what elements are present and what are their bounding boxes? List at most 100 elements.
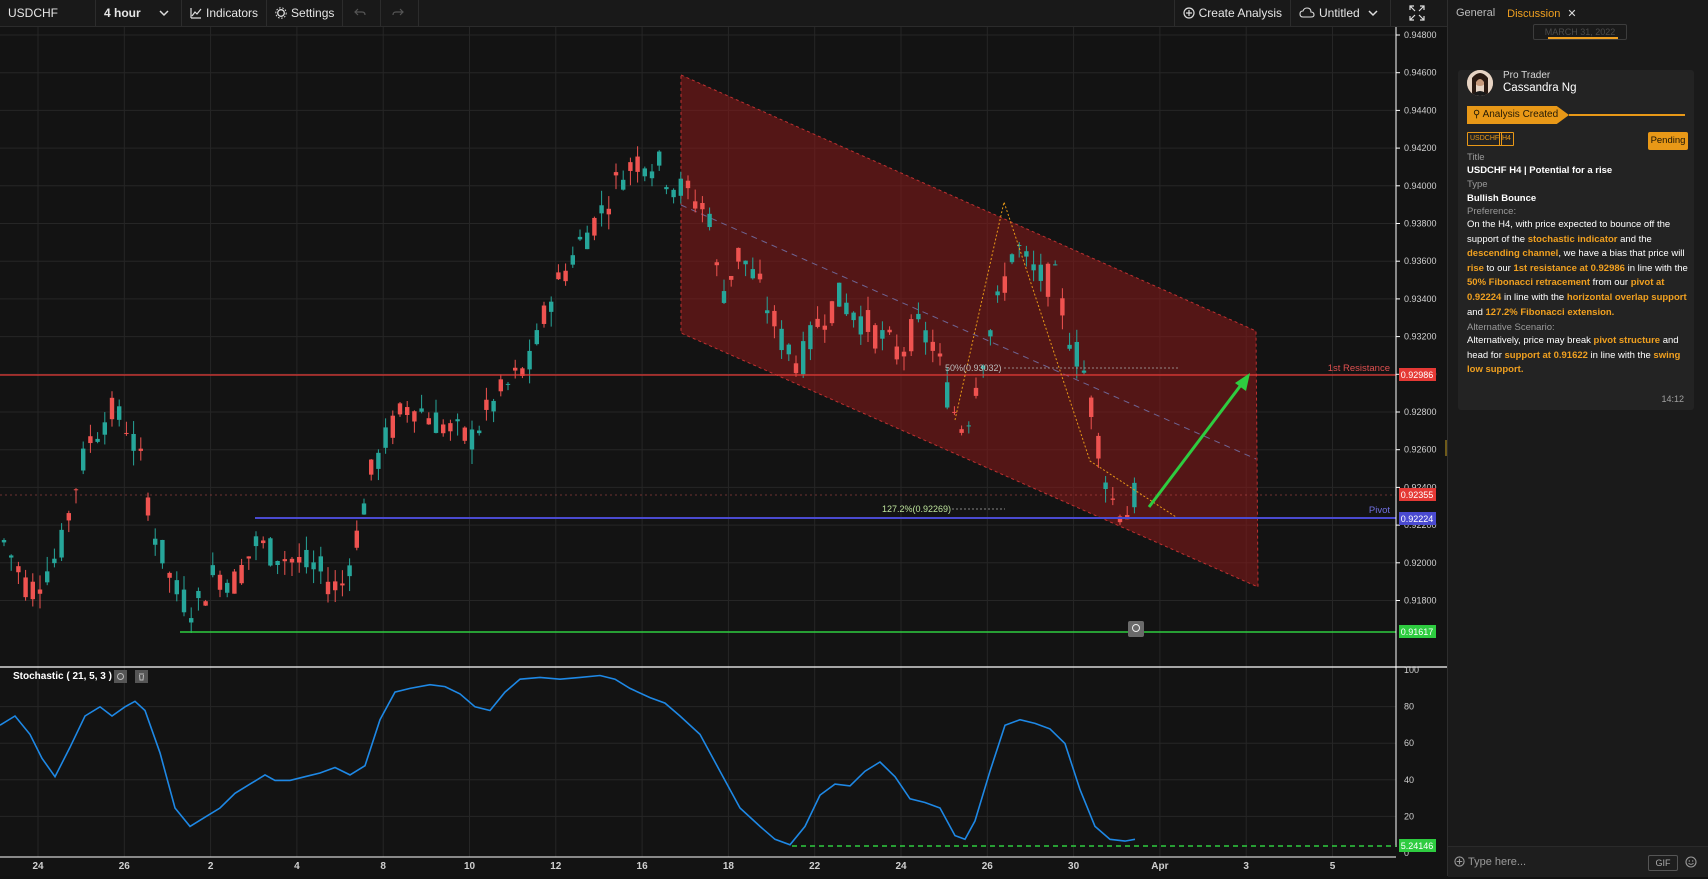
analysis-card: Pro Trader Cassandra Ng ⚲ Analysis Creat…	[1458, 70, 1694, 410]
candle-body	[9, 555, 14, 558]
candle-body	[225, 582, 230, 593]
candle-body	[138, 448, 143, 451]
candle-body	[570, 255, 575, 265]
price-tick-label: 0.94600	[1404, 68, 1437, 78]
price-tick-label: 0.92200	[1404, 520, 1437, 530]
candle-body	[1031, 264, 1036, 271]
plus-circle-icon[interactable]	[1454, 856, 1465, 867]
candle-body	[808, 325, 813, 350]
settings-button[interactable]: Settings	[267, 0, 344, 26]
resistance-tag-value: 0.92986	[1401, 370, 1434, 380]
stoch-tick-label: 60	[1404, 738, 1414, 748]
candle-body	[232, 571, 237, 594]
type-value: Bullish Bounce	[1467, 193, 1537, 204]
candle-body	[534, 330, 539, 345]
pivot-label: Pivot	[1369, 505, 1390, 516]
price-tick-label: 0.92800	[1404, 407, 1437, 417]
redo-button[interactable]	[381, 0, 420, 26]
text-segment: in line with the	[1587, 349, 1654, 361]
candle-body	[325, 581, 331, 595]
price-tick-label: 0.93800	[1404, 219, 1437, 229]
candle-body	[318, 556, 323, 572]
text-segment: On the H4, with price expected to bounce…	[1467, 219, 1671, 245]
candle-body	[189, 618, 194, 623]
support-tag	[1399, 625, 1436, 638]
candle-body	[736, 247, 741, 262]
price-tick-label: 0.93400	[1404, 294, 1437, 304]
create-analysis-button[interactable]: Create Analysis	[1173, 0, 1291, 26]
gif-button[interactable]: GIF	[1648, 855, 1678, 871]
candle-body	[347, 565, 352, 577]
highlighted-term: 127.2% Fibonacci extension.	[1485, 306, 1615, 318]
candle-body	[664, 187, 669, 190]
symbol-label: USDCHF	[8, 6, 58, 20]
date-tick-label: 2	[208, 861, 214, 872]
candle-body	[577, 236, 583, 240]
candle-body	[275, 561, 280, 565]
fib-127-label: 127.2%(0.92269)	[882, 504, 951, 514]
panel-resize-handle[interactable]	[1445, 440, 1448, 456]
price-axis[interactable]: 0.94800 0.94600 0.94400 0.94200 0.94000 0.938…	[1396, 30, 1437, 606]
candle-body	[282, 559, 287, 562]
status-banner: ⚲ Analysis Created	[1467, 106, 1569, 124]
stoch-tick-label: 40	[1404, 775, 1414, 785]
undo-button[interactable]	[343, 0, 382, 26]
candle-body	[109, 397, 115, 420]
gear-icon	[275, 7, 287, 19]
stochastic-delete-button[interactable]	[135, 670, 148, 683]
candle-body	[1089, 397, 1094, 417]
emoji-icon[interactable]	[1685, 856, 1697, 868]
candle-body	[829, 301, 835, 324]
close-icon[interactable]: ✕	[1567, 7, 1577, 20]
author-role: Pro Trader	[1503, 70, 1551, 81]
layout-dropdown[interactable]: Untitled	[1291, 0, 1391, 26]
candle-body	[268, 538, 273, 566]
candle-body	[513, 367, 518, 371]
status-label: Analysis Created	[1482, 109, 1559, 120]
candle-body	[217, 574, 223, 590]
cloud-icon	[1299, 7, 1315, 18]
idea-marker[interactable]	[1128, 621, 1144, 637]
settings-label: Settings	[291, 6, 335, 20]
toolbar: USDCHF 4 hour Indicators Settings Create…	[0, 0, 1447, 27]
candle-body	[988, 330, 993, 337]
candlesticks	[1, 146, 1137, 634]
candle-body	[246, 556, 251, 559]
indicators-button[interactable]: Indicators	[182, 0, 268, 26]
fullscreen-button[interactable]	[1391, 0, 1447, 26]
candle-body	[822, 325, 827, 330]
candle-body	[88, 436, 93, 444]
highlighted-term: swing low support.	[1467, 349, 1681, 376]
candle-body	[851, 312, 856, 321]
type-label: Type	[1467, 179, 1488, 190]
chart-area[interactable]: 50%(0.93032) 127.2%(0.92269) 1st Resista…	[0, 27, 1447, 876]
candle-body	[952, 411, 957, 413]
preference-text: On the H4, with price expected to bounce…	[1467, 218, 1689, 320]
message-input[interactable]: Type here...	[1468, 856, 1527, 868]
tag-timeframe: H4	[1499, 132, 1514, 146]
candle-body	[30, 581, 35, 600]
candle-body	[937, 353, 943, 357]
interval-dropdown[interactable]: 4 hour	[96, 0, 182, 26]
candle-body	[700, 203, 705, 210]
rise-arrow-head	[1235, 373, 1250, 391]
pending-badge[interactable]: Pending	[1648, 132, 1688, 150]
candle-body	[95, 438, 100, 442]
symbol-selector[interactable]: USDCHF	[0, 0, 96, 26]
tab-general[interactable]: General	[1456, 7, 1496, 19]
channel-midline	[680, 204, 1257, 460]
date-tick-label: 3	[1243, 861, 1249, 872]
stochastic-value: 5.24146	[1401, 841, 1434, 851]
status-banner-line	[1569, 114, 1685, 116]
text-segment: in line with the	[1501, 291, 1567, 303]
chart-canvas[interactable]: 50%(0.93032) 127.2%(0.92269) 1st Resista…	[0, 27, 1447, 876]
candle-body	[383, 427, 388, 448]
candle-body	[210, 565, 215, 576]
stoch-tick-label: 80	[1404, 702, 1414, 712]
time-axis[interactable]: 24 26 2 4 8 10 12 16 18 22 24 26 30 Apr 3 5	[32, 861, 1335, 872]
stochastic-settings-button[interactable]	[114, 670, 127, 683]
candle-body	[621, 179, 626, 190]
candle-body	[390, 415, 395, 438]
price-tick-label: 0.91800	[1404, 596, 1437, 606]
tab-discussion[interactable]: Discussion ✕	[1507, 7, 1576, 20]
